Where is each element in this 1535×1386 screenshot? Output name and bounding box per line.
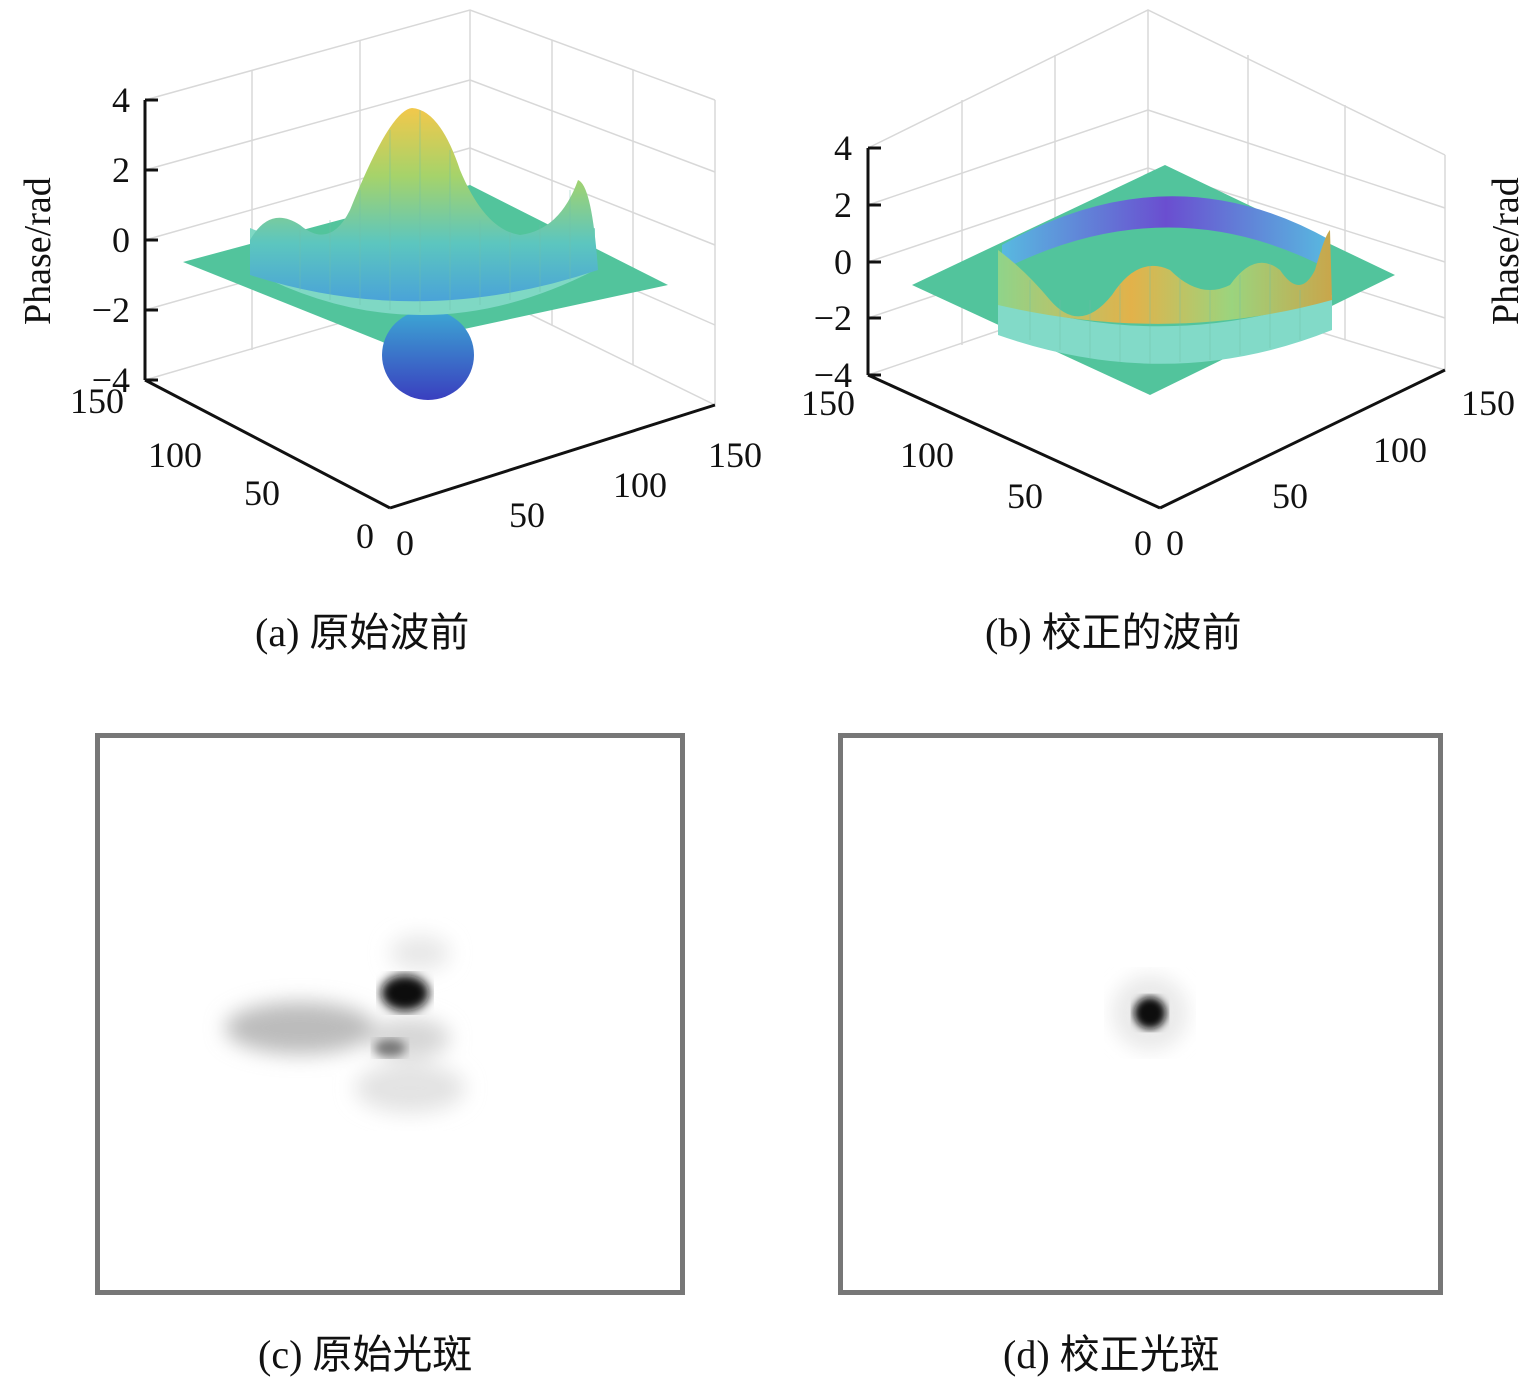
surface-plot-b: 4 2 0 −2 −4 0 50 100 150 0 50 100 150 Phase/rad	[801, 9, 1527, 563]
surface-plot-a: 4 2 0 −2 −4 0 50 100 150 0 50 100 150 Phase/rad	[17, 9, 762, 563]
z-axis-label-a: Phase/rad	[17, 177, 59, 325]
x-tick-b-3: 150	[1461, 383, 1515, 423]
main-spot-d	[1134, 997, 1166, 1029]
y-tick-b-0: 0	[1134, 523, 1152, 563]
tick-labels-a: 4 2 0 −2 −4 0 50 100 150 0 50 100 150	[70, 80, 762, 563]
wavefront-surface-a	[250, 108, 598, 302]
y-tick-a-0: 0	[356, 516, 374, 556]
aperture-back-wall-b	[1002, 196, 1330, 270]
grid-lines-a	[144, 9, 716, 406]
y-tick-a-1: 50	[244, 473, 280, 513]
y-tick-a-2: 100	[148, 435, 202, 475]
axes-a	[143, 98, 716, 510]
caption-b: (b) 校正的波前	[985, 610, 1242, 655]
halo-c	[225, 935, 465, 1113]
z-tick-b-1: 2	[834, 185, 852, 225]
z-tick-b-0: 4	[834, 128, 852, 168]
y-tick-b-3: 150	[801, 383, 855, 423]
x-tick-a-1: 50	[509, 495, 545, 535]
z-tick-a-4: −4	[92, 360, 130, 400]
side-spot-c	[374, 1039, 406, 1057]
x-tick-b-1: 50	[1272, 476, 1308, 516]
x-tick-a-3: 150	[708, 435, 762, 475]
main-spot-c	[381, 975, 429, 1011]
axes-b	[866, 146, 1446, 510]
negative-lobe-a	[382, 310, 474, 400]
spot-image-c	[95, 733, 685, 1295]
z-tick-a-0: 4	[112, 80, 130, 120]
caption-c: (c) 原始光斑	[258, 1332, 473, 1377]
spot-image-d	[838, 733, 1443, 1295]
x-tick-a-2: 100	[613, 465, 667, 505]
spot-d-svg	[1112, 975, 1188, 1051]
mesh-lines-b	[1029, 262, 1301, 364]
panel-b: 4 2 0 −2 −4 0 50 100 150 0 50 100 150 Phase/rad	[740, 0, 1535, 570]
tick-labels-b: 4 2 0 −2 −4 0 50 100 150 0 50 100 150	[801, 128, 1515, 563]
aperture-front-wall-b	[998, 295, 1332, 364]
y-tick-b-1: 50	[1007, 476, 1043, 516]
z-tick-b-2: 0	[834, 242, 852, 282]
z-tick-a-1: 2	[112, 150, 130, 190]
mesh-lines-a	[299, 110, 571, 312]
y-tick-a-3: 150	[70, 381, 124, 421]
z-tick-b-3: −2	[814, 298, 852, 338]
x-tick-b-0: 0	[1166, 523, 1184, 563]
caption-d: (d) 校正光斑	[1003, 1332, 1220, 1377]
z-tick-a-3: −2	[92, 290, 130, 330]
z-tick-b-4: −4	[814, 355, 852, 395]
panel-a: 4 2 0 −2 −4 0 50 100 150 0 50 100 150 Phase/rad	[0, 0, 780, 563]
spot-c-svg	[225, 935, 465, 1113]
wavefront-surface-b	[998, 230, 1332, 324]
y-tick-b-2: 100	[900, 435, 954, 475]
x-tick-a-0: 0	[396, 523, 414, 560]
z-axis-label-b: Phase/rad	[1485, 177, 1527, 325]
z-tick-a-2: 0	[112, 220, 130, 260]
x-tick-b-2: 100	[1373, 430, 1427, 470]
caption-a: (a) 原始波前	[255, 610, 470, 655]
